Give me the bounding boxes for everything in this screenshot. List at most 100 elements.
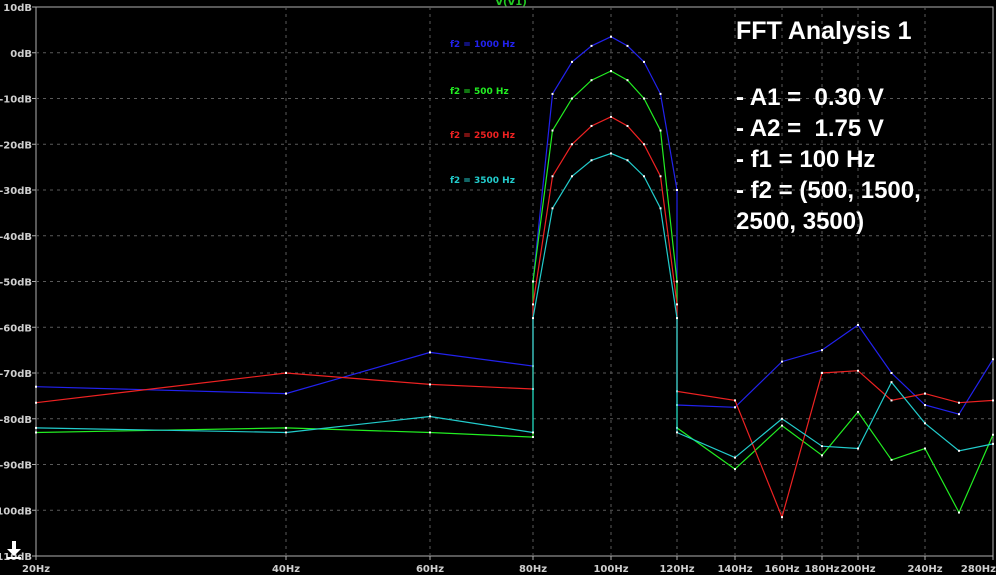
series-point: [890, 372, 893, 374]
series-point: [643, 175, 645, 178]
series-point: [659, 175, 662, 178]
series-point: [857, 410, 859, 413]
y-tick-label: -20dB: [0, 140, 32, 151]
series-point: [610, 152, 612, 155]
x-tick-label: 160Hz: [764, 564, 799, 575]
series-point: [958, 449, 960, 452]
chart-title: V(V1): [495, 0, 527, 8]
panel-line: - A2 = 1.75 V: [736, 115, 884, 142]
series-point: [429, 383, 431, 386]
series-point: [821, 445, 823, 448]
y-tick-label: -50dB: [0, 278, 32, 289]
series-point: [924, 422, 926, 425]
series-point: [676, 317, 678, 320]
series-point: [734, 468, 736, 471]
series-point: [781, 516, 783, 519]
x-tick-label: 20Hz: [22, 564, 50, 575]
series-point: [924, 447, 926, 450]
series-point: [992, 442, 994, 445]
series-point: [610, 35, 612, 38]
series-point: [285, 372, 287, 374]
series-point: [626, 159, 629, 162]
series-point: [551, 175, 554, 178]
series-point: [35, 431, 37, 434]
x-tick-label: 240Hz: [907, 564, 942, 575]
series-point: [429, 415, 431, 418]
series-point: [857, 447, 859, 450]
x-tick-label: 100Hz: [593, 564, 628, 575]
y-tick-label: -100dB: [0, 506, 32, 517]
down-arrow-icon[interactable]: [5, 540, 23, 560]
series-point: [734, 406, 736, 409]
series-point: [924, 392, 926, 395]
series-point: [590, 159, 593, 162]
series-point: [571, 143, 573, 146]
series-point: [890, 399, 893, 402]
series-point: [781, 424, 783, 427]
y-tick-label: -70dB: [0, 369, 32, 380]
series-point: [285, 392, 287, 395]
legend-label: f2 = 1000 Hz: [450, 40, 515, 50]
x-tick-label: 40Hz: [272, 564, 300, 575]
series-point: [676, 303, 678, 306]
series-point: [626, 79, 629, 82]
series-point: [992, 399, 994, 402]
legend-label: f2 = 500 Hz: [450, 87, 509, 97]
series-point: [659, 129, 662, 132]
series-point: [659, 207, 662, 210]
series-point: [626, 44, 629, 47]
series-point: [590, 79, 593, 82]
series-point: [590, 124, 593, 127]
x-tick-label: 200Hz: [840, 564, 875, 575]
series-point: [890, 458, 893, 461]
series-point: [958, 413, 960, 416]
series-point: [571, 175, 573, 178]
y-tick-label: 0dB: [10, 49, 32, 60]
series-point: [532, 280, 534, 283]
series-point: [571, 97, 573, 100]
series-point: [924, 404, 926, 407]
series-point: [958, 511, 960, 514]
y-tick-label: -10dB: [0, 95, 32, 106]
panel-line: 2500, 3500): [736, 208, 865, 235]
series-point: [821, 349, 823, 352]
panel-title: FFT Analysis 1: [736, 17, 912, 45]
series-point: [676, 431, 678, 434]
panel-line: - f1 = 100 Hz: [736, 146, 876, 173]
y-tick-label: -30dB: [0, 186, 32, 197]
x-tick-label: 120Hz: [659, 564, 694, 575]
x-tick-label: 60Hz: [416, 564, 444, 575]
series-point: [35, 401, 37, 404]
series-point: [992, 358, 994, 361]
series-point: [285, 426, 287, 429]
series-point: [821, 372, 823, 374]
series-point: [781, 417, 783, 420]
series-point: [285, 431, 287, 434]
series-point: [676, 280, 678, 283]
series-point: [429, 431, 431, 434]
x-tick-label: 180Hz: [804, 564, 839, 575]
series-point: [532, 317, 534, 320]
series-point: [610, 70, 612, 73]
series-point: [35, 426, 37, 429]
series-point: [626, 124, 629, 127]
series-point: [590, 44, 593, 47]
series-point: [551, 207, 554, 210]
series-point: [551, 92, 554, 95]
series-point: [958, 401, 960, 404]
series-point: [532, 303, 534, 306]
series-point: [676, 189, 678, 191]
series-point: [734, 456, 736, 459]
series-point: [551, 129, 554, 132]
y-tick-label: -60dB: [0, 323, 32, 334]
series-point: [890, 381, 893, 384]
series-point: [532, 436, 534, 439]
series-line: [35, 152, 994, 459]
series-point: [643, 143, 645, 146]
series-point: [821, 454, 823, 457]
y-tick-label: -80dB: [0, 415, 32, 426]
x-tick-label: 80Hz: [519, 564, 547, 575]
panel-line: - f2 = (500, 1500,: [736, 177, 921, 204]
series-point: [857, 323, 859, 326]
